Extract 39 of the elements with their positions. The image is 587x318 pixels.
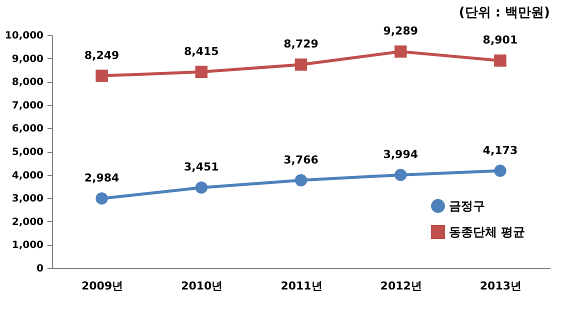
y-tick-label: 2,000 [12, 216, 44, 228]
point [96, 70, 108, 82]
y-tick-label: 0 [36, 264, 44, 274]
data-label: 8,729 [284, 38, 318, 51]
point [195, 181, 208, 194]
y-tick-label: 10,000 [4, 30, 44, 42]
point [294, 58, 308, 71]
point [494, 164, 506, 177]
data-label: 8,249 [84, 48, 120, 62]
data-label: 3,994 [383, 148, 418, 161]
y-tick-label: 7,000 [12, 100, 44, 112]
x-tick-label: 2013년 [480, 280, 522, 292]
y-tick-label: 4,000 [12, 170, 44, 182]
data-label: 8,415 [184, 44, 219, 58]
legend-label: 동종단체 평균 [449, 225, 526, 239]
y-tick-label: 5,000 [12, 147, 44, 158]
x-tick-label: 2009년 [81, 280, 124, 292]
point [96, 192, 108, 205]
data-label: 3,766 [284, 153, 319, 166]
y-tick-label: 1,000 [12, 240, 44, 252]
point [494, 54, 506, 67]
point [394, 45, 407, 58]
y-tick-label: 8,000 [12, 77, 44, 88]
data-label: 2,984 [84, 171, 120, 184]
data-label: 3,451 [184, 160, 219, 174]
point [294, 174, 308, 186]
point [394, 168, 407, 182]
legend-label: 금정구 [449, 199, 485, 213]
text: (단위 : 백만원) [458, 6, 550, 21]
y-tick-label: 9,000 [12, 54, 44, 65]
data-label: 4,173 [482, 144, 518, 157]
point [195, 66, 208, 78]
data-label: 9,289 [383, 24, 418, 38]
y-tick-label: 3,000 [12, 194, 44, 205]
data-label: 8,901 [482, 34, 518, 47]
y-tick-label: 6,000 [12, 124, 44, 135]
x-tick-label: 2010년 [181, 280, 223, 292]
x-tick-label: 2012년 [380, 280, 422, 292]
x-tick-label: 2011년 [280, 280, 322, 292]
